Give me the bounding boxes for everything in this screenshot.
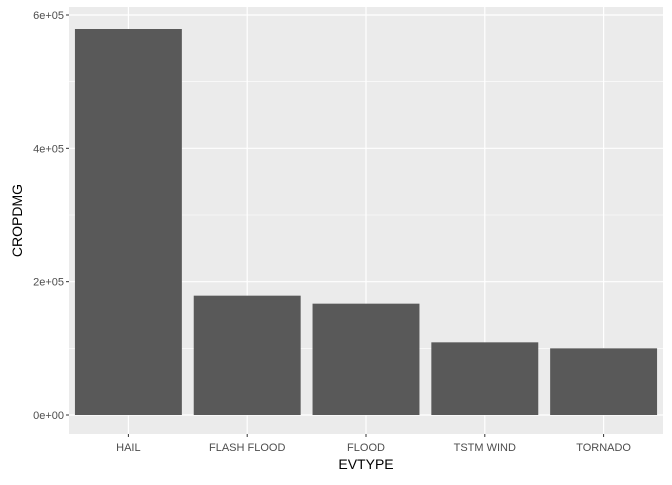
y-tick-label: 6e+05 <box>33 10 64 22</box>
y-tick-label: 2e+05 <box>33 277 64 289</box>
y-axis-title: CROPDMG <box>9 184 25 257</box>
bar <box>312 303 420 415</box>
bar <box>193 295 301 415</box>
x-tick-label: TSTM WIND <box>454 442 516 454</box>
x-tick-label: FLOOD <box>347 442 385 454</box>
y-tick-label: 4e+05 <box>33 143 64 155</box>
bar <box>431 342 539 415</box>
x-axis: HAIL FLASH FLOOD FLOOD TSTM WIND TORNADO <box>116 434 631 454</box>
x-tick-label: TORNADO <box>576 442 631 454</box>
x-axis-title: EVTYPE <box>338 456 393 472</box>
y-axis: 0e+00 2e+05 4e+05 6e+05 <box>33 10 69 422</box>
x-tick-label: HAIL <box>116 442 140 454</box>
bar <box>550 348 658 415</box>
x-tick-label: FLASH FLOOD <box>209 442 285 454</box>
y-tick-label: 0e+00 <box>33 410 64 422</box>
bars-layer <box>74 29 658 415</box>
bar <box>74 29 182 415</box>
